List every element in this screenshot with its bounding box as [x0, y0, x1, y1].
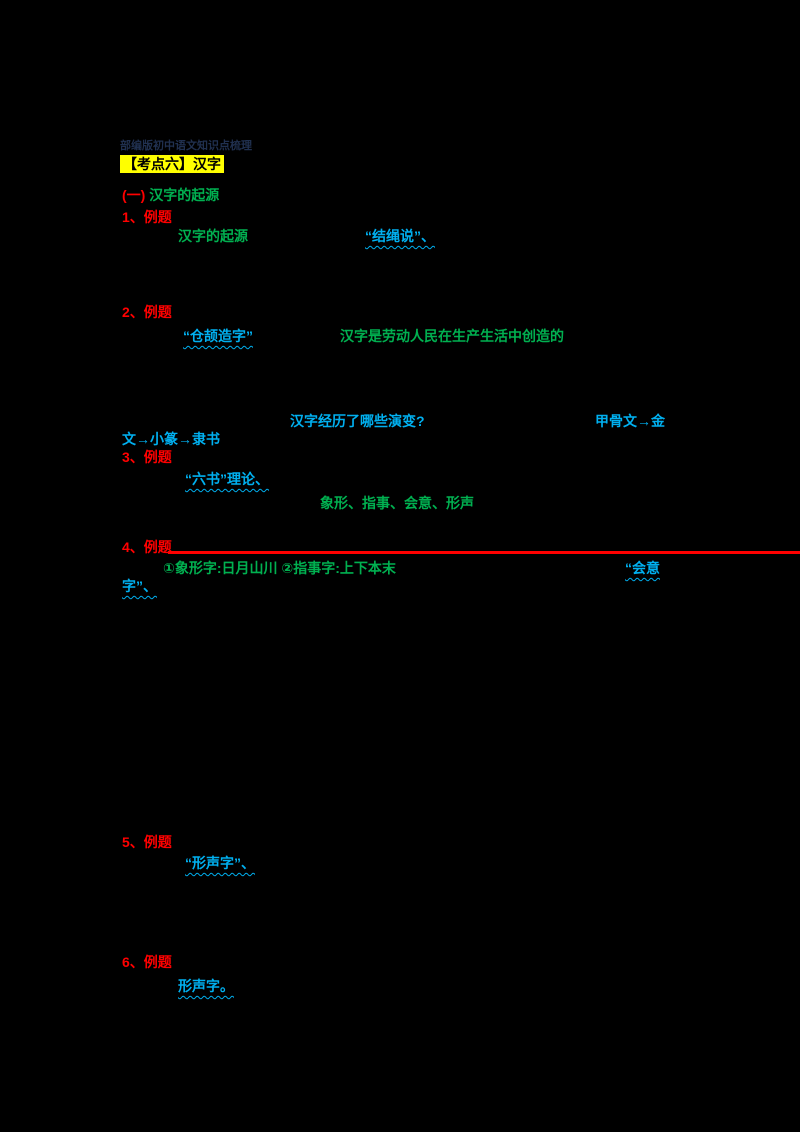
page-header-text: 部编版初中语文知识点梳理 [120, 140, 252, 152]
example-label-6: 6、例题 [122, 954, 172, 970]
example-label-1: 1、例题 [122, 209, 172, 225]
answer-green-2: 汉字是劳动人民在生产生活中创造的 [340, 328, 564, 344]
answer-blue-5: “形声字”、 [185, 855, 255, 871]
red-divider-line [168, 551, 800, 554]
answer-blue-1: “结绳说”、 [365, 228, 435, 244]
example-label-3: 3、例题 [122, 449, 172, 465]
answer-blue-3: “六书”理论、 [185, 471, 269, 487]
answer-blue-2: “仓颉造字” [183, 328, 253, 344]
section-number: (一) [122, 187, 146, 203]
exam-point-badge: 【考点六】汉字 [120, 155, 224, 173]
answer-blue-6: 形声字。 [178, 978, 234, 994]
answer-green-4: ①象形字:日月山川 ②指事字:上下本末 [163, 560, 396, 576]
example-label-4: 4、例题 [122, 539, 172, 555]
section-title: (一) 汉字的起源 [122, 186, 219, 204]
answer-blue-evolution-start: 甲骨文→金 [595, 413, 665, 429]
example-label-5: 5、例题 [122, 834, 172, 850]
example-label-2: 2、例题 [122, 304, 172, 320]
answer-blue-4-wrap: 字”、 [122, 578, 157, 594]
question-blue-evolution: 汉字经历了哪些演变? [290, 413, 425, 429]
answer-green-1: 汉字的起源 [178, 228, 248, 244]
exam-point-badge-wrap: 【考点六】汉字 [120, 155, 224, 173]
answer-blue-evolution-wrap: 文→小篆→隶书 [122, 431, 220, 447]
answer-green-3: 象形、指事、会意、形声 [320, 495, 474, 511]
section-title-text: 汉字的起源 [149, 187, 220, 203]
answer-blue-4-start: “会意 [625, 560, 660, 576]
